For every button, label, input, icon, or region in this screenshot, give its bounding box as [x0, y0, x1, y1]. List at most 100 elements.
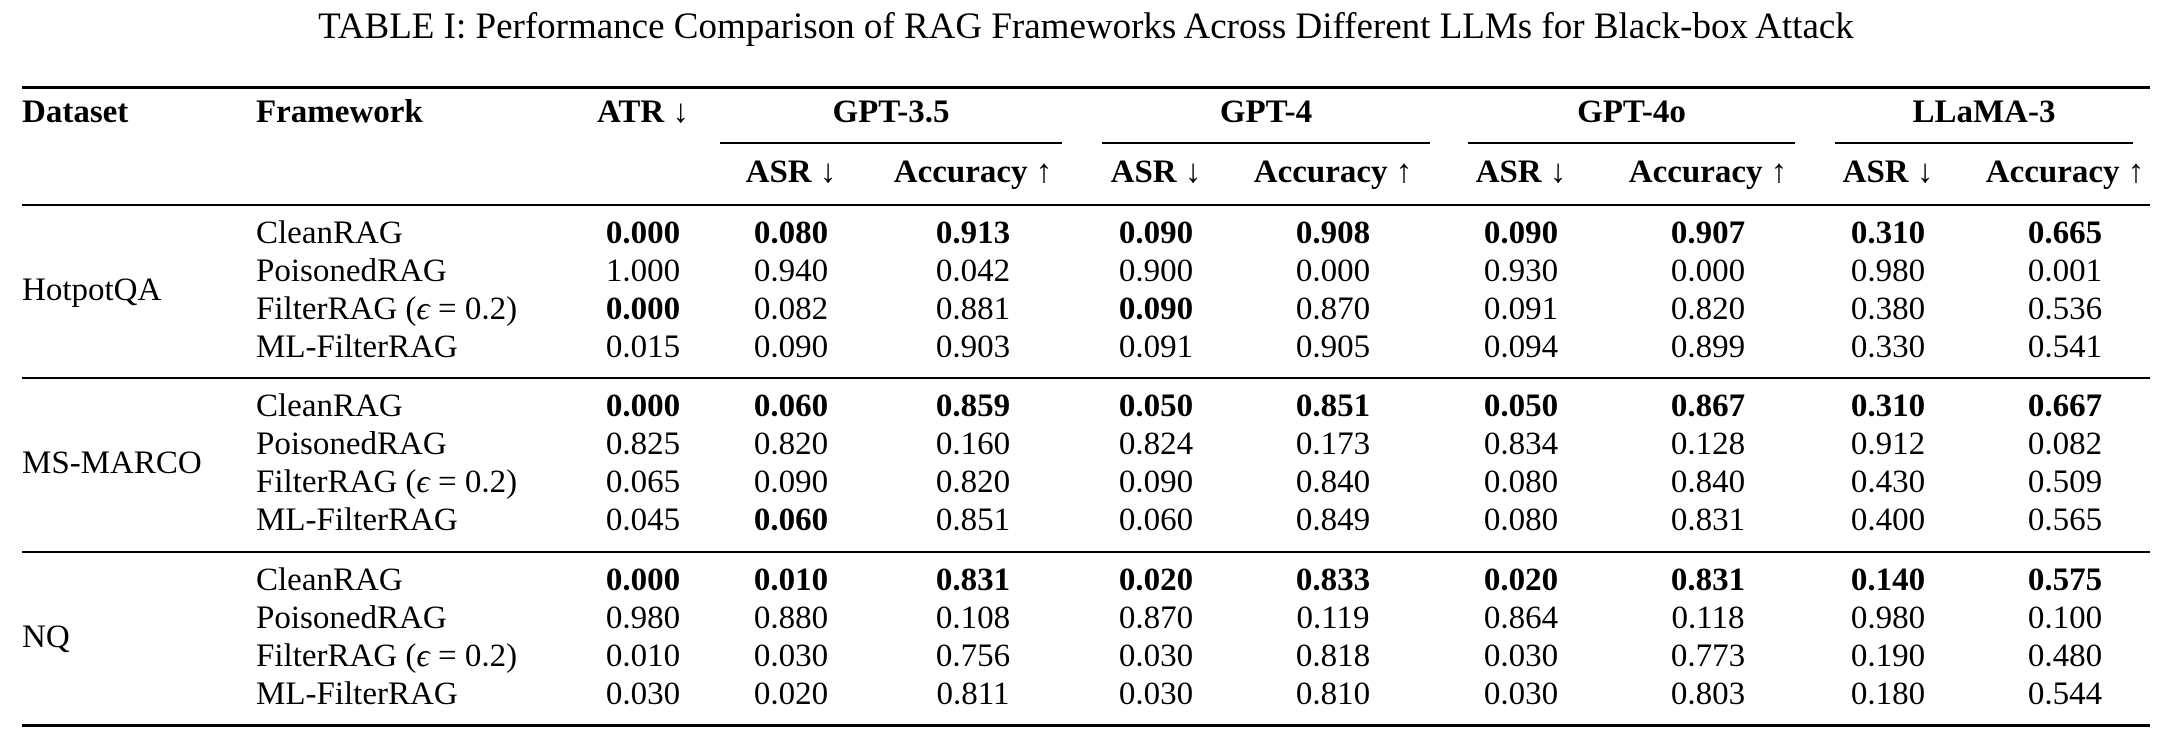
table-cell: 0.050: [1483, 388, 1559, 424]
table-cell: 0.509: [2027, 464, 2103, 500]
table-cell: 0.000: [1295, 253, 1371, 289]
table-cell: 0.831: [1670, 502, 1746, 538]
table-cell: 0.912: [1850, 426, 1926, 462]
table-cell: 0.870: [1118, 600, 1194, 636]
table-cell: 0.180: [1850, 676, 1926, 712]
table-cell: 0.840: [1670, 464, 1746, 500]
header-rule: [22, 204, 2150, 206]
table-cell: 0.831: [1670, 562, 1746, 598]
table-cell: 0.803: [1670, 676, 1746, 712]
table-cell: 0.870: [1295, 291, 1371, 327]
table-cell: 0.000: [605, 215, 681, 251]
model-header: GPT-3.5: [832, 94, 950, 130]
table-cell: 0.090: [753, 329, 829, 365]
table-cell: 0.050: [1118, 388, 1194, 424]
framework-label: ML-FilterRAG: [256, 676, 458, 712]
framework-label: ML-FilterRAG: [256, 502, 458, 538]
table-cell: 0.818: [1295, 638, 1371, 674]
table-cell: 0.913: [935, 215, 1011, 251]
framework-header: Framework: [256, 94, 423, 130]
table-cell: 0.015: [605, 329, 681, 365]
model-group-underline: [1835, 142, 2133, 144]
epsilon-value: = 0.2): [429, 638, 518, 674]
table-cell: 0.080: [753, 215, 829, 251]
framework-label: FilterRAG (ϵ = 0.2): [256, 637, 517, 675]
model-header: GPT-4: [1219, 94, 1313, 130]
table-cell: 0.030: [605, 676, 681, 712]
table-cell: 0.119: [1296, 600, 1370, 636]
table-cell: 0.030: [1118, 676, 1194, 712]
table-cell: 0.825: [605, 426, 681, 462]
group-rule: [22, 377, 2150, 379]
epsilon-symbol: ϵ: [416, 291, 430, 327]
epsilon-value: = 0.2): [429, 291, 518, 327]
framework-label: PoisonedRAG: [256, 426, 447, 462]
framework-name: FilterRAG (: [256, 291, 417, 327]
table-cell: 0.820: [1670, 291, 1746, 327]
framework-label: PoisonedRAG: [256, 600, 447, 636]
table-cell: 0.908: [1295, 215, 1371, 251]
table-cell: 0.840: [1295, 464, 1371, 500]
top-rule: [22, 86, 2150, 89]
table-cell: 0.849: [1295, 502, 1371, 538]
table-cell: 0.090: [753, 464, 829, 500]
table-cell: 0.060: [753, 502, 829, 538]
table-cell: 0.541: [2027, 329, 2103, 365]
table-cell: 0.310: [1850, 215, 1926, 251]
dataset-header: Dataset: [22, 94, 129, 130]
table-cell: 0.980: [605, 600, 681, 636]
dataset-label: NQ: [22, 619, 70, 655]
table-cell: 0.140: [1850, 562, 1926, 598]
table-cell: 0.091: [1118, 329, 1194, 365]
asr-header: ASR ↓: [1475, 154, 1567, 190]
table-cell: 0.090: [1118, 464, 1194, 500]
table-cell: 0.030: [753, 638, 829, 674]
table-cell: 0.820: [935, 464, 1011, 500]
table-cell: 0.903: [935, 329, 1011, 365]
table-cell: 0.045: [605, 502, 681, 538]
table-cell: 0.824: [1118, 426, 1194, 462]
table-cell: 0.880: [753, 600, 829, 636]
table-cell: 0.000: [605, 562, 681, 598]
table-cell: 0.330: [1850, 329, 1926, 365]
table-cell: 0.667: [2027, 388, 2103, 424]
table-cell: 0.810: [1295, 676, 1371, 712]
table-cell: 0.834: [1483, 426, 1559, 462]
table-cell: 0.030: [1483, 676, 1559, 712]
table-cell: 0.881: [935, 291, 1011, 327]
table-cell: 0.060: [1118, 502, 1194, 538]
table-cell: 0.400: [1850, 502, 1926, 538]
table-cell: 0.080: [1483, 502, 1559, 538]
atr-header: ATR ↓: [597, 94, 689, 130]
table-cell: 0.380: [1850, 291, 1926, 327]
table-cell: 0.536: [2027, 291, 2103, 327]
epsilon-symbol: ϵ: [416, 464, 430, 500]
table-cell: 0.907: [1670, 215, 1746, 251]
table-cell: 0.864: [1483, 600, 1559, 636]
table-cell: 0.899: [1670, 329, 1746, 365]
table-cell: 0.565: [2027, 502, 2103, 538]
group-rule: [22, 551, 2150, 553]
table-cell: 0.090: [1483, 215, 1559, 251]
framework-label: FilterRAG (ϵ = 0.2): [256, 290, 517, 328]
table-cell: 0.090: [1118, 215, 1194, 251]
table-cell: 0.980: [1850, 253, 1926, 289]
bottom-rule: [22, 724, 2150, 727]
table-cell: 0.082: [2027, 426, 2103, 462]
framework-label: FilterRAG (ϵ = 0.2): [256, 463, 517, 501]
table-cell: 0.094: [1483, 329, 1559, 365]
table-cell: 0.665: [2027, 215, 2103, 251]
framework-name: FilterRAG (: [256, 464, 417, 500]
table-cell: 0.060: [753, 388, 829, 424]
table-cell: 0.544: [2027, 676, 2103, 712]
table-cell: 0.030: [1483, 638, 1559, 674]
table-cell: 0.065: [605, 464, 681, 500]
accuracy-header: Accuracy ↑: [893, 154, 1053, 190]
table-cell: 0.831: [935, 562, 1011, 598]
table-cell: 0.851: [935, 502, 1011, 538]
table-cell: 0.905: [1295, 329, 1371, 365]
framework-label: CleanRAG: [256, 562, 403, 598]
table-cell: 0.900: [1118, 253, 1194, 289]
table-cell: 0.090: [1118, 291, 1194, 327]
table-cell: 0.430: [1850, 464, 1926, 500]
